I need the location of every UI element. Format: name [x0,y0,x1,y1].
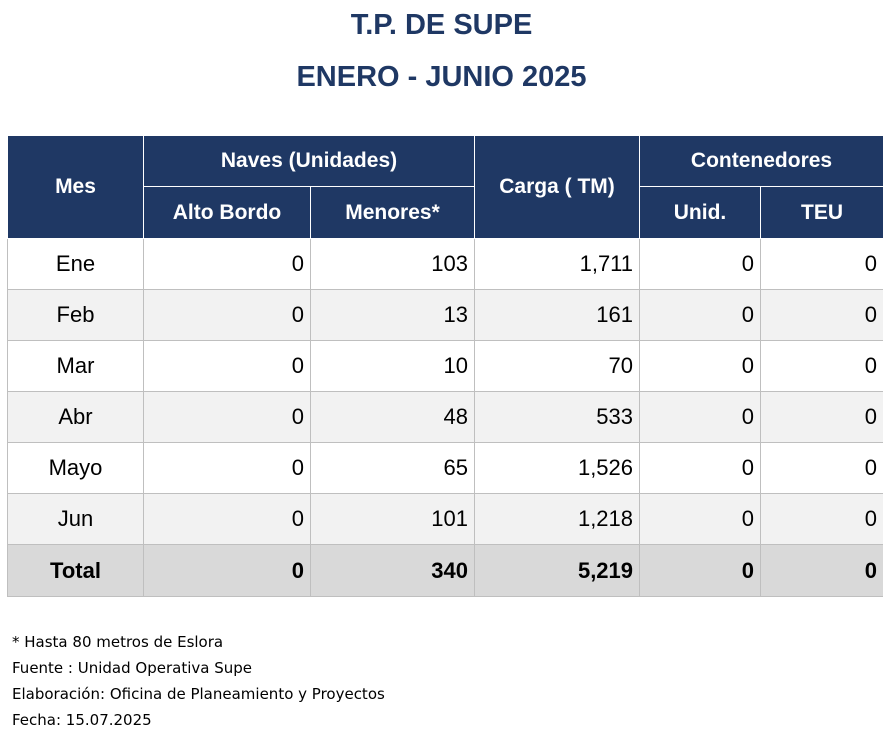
header-menores: Menores* [309,186,476,239]
teu-cell: 0 [760,442,883,494]
teu-cell: 0 [760,391,883,443]
unid-cell: 0 [639,493,762,545]
alto-bordo-cell: 0 [143,544,311,597]
footnote: * Hasta 80 metros de Eslora [12,633,224,651]
table-row: Ene 0 103 1,711 0 0 [7,238,883,290]
month-cell: Mar [7,340,144,392]
table-row: Abr 0 48 533 0 0 [7,391,883,443]
menores-cell: 13 [309,289,476,341]
header-unid: Unid. [639,186,762,239]
carga-cell: 1,218 [474,493,641,545]
report-period: ENERO - JUNIO 2025 [296,61,587,93]
menores-cell: 48 [309,391,476,443]
table-row: Feb 0 13 161 0 0 [7,289,883,341]
header-contenedores: Contenedores [639,135,883,187]
unid-cell: 0 [639,442,762,494]
menores-cell: 340 [309,544,476,597]
unid-cell: 0 [639,391,762,443]
header-mes: Mes [7,135,144,239]
carga-cell: 533 [474,391,641,443]
carga-cell: 1,526 [474,442,641,494]
carga-cell: 70 [474,340,641,392]
table-row: Jun 0 101 1,218 0 0 [7,493,883,545]
date-note: Fecha: 15.07.2025 [12,711,152,729]
unid-cell: 0 [639,289,762,341]
carga-cell: 5,219 [474,544,641,597]
alto-bordo-cell: 0 [143,340,311,392]
source-note: Fuente : Unidad Operativa Supe [12,659,252,677]
port-statistics-table: Mes Naves (Unidades) Carga ( TM) Contene… [7,135,883,597]
teu-cell: 0 [760,340,883,392]
menores-cell: 10 [309,340,476,392]
unid-cell: 0 [639,238,762,290]
menores-cell: 101 [309,493,476,545]
alto-bordo-cell: 0 [143,493,311,545]
month-cell: Ene [7,238,144,290]
table-row: Mayo 0 65 1,526 0 0 [7,442,883,494]
alto-bordo-cell: 0 [143,238,311,290]
header-teu: TEU [760,186,883,239]
table-row: Mar 0 10 70 0 0 [7,340,883,392]
carga-cell: 1,711 [474,238,641,290]
unid-cell: 0 [639,340,762,392]
teu-cell: 0 [760,289,883,341]
month-cell: Feb [7,289,144,341]
teu-cell: 0 [760,493,883,545]
report-title: T.P. DE SUPE [350,9,533,41]
menores-cell: 65 [309,442,476,494]
carga-cell: 161 [474,289,641,341]
month-cell: Abr [7,391,144,443]
alto-bordo-cell: 0 [143,391,311,443]
header-carga: Carga ( TM) [474,135,641,239]
notes-block: * Hasta 80 metros de Eslora Fuente : Uni… [12,629,385,733]
menores-cell: 103 [309,238,476,290]
teu-cell: 0 [760,238,883,290]
header-naves: Naves (Unidades) [142,135,476,187]
header-alto-bordo: Alto Bordo [143,186,311,239]
month-cell: Total [7,544,144,597]
prepared-by-note: Elaboración: Oficina de Planeamiento y P… [12,685,385,703]
month-cell: Jun [7,493,144,545]
total-row: Total 0 340 5,219 0 0 [7,544,883,597]
unid-cell: 0 [639,544,762,597]
alto-bordo-cell: 0 [143,289,311,341]
month-cell: Mayo [7,442,144,494]
alto-bordo-cell: 0 [143,442,311,494]
teu-cell: 0 [760,544,883,597]
